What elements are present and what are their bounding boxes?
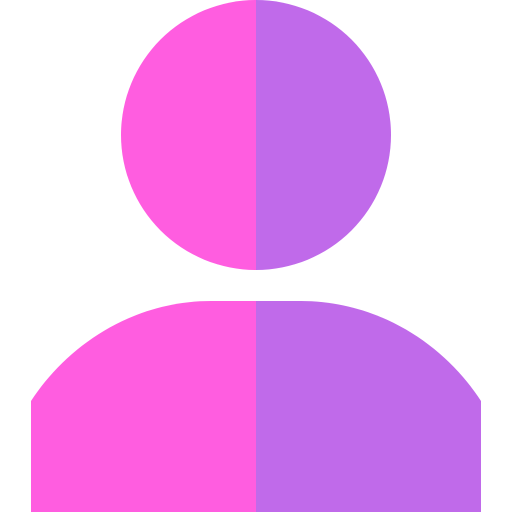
body-right-half xyxy=(256,301,481,512)
head-left-half xyxy=(121,0,256,270)
body-left-half xyxy=(31,301,256,512)
head-right-half xyxy=(256,0,391,270)
